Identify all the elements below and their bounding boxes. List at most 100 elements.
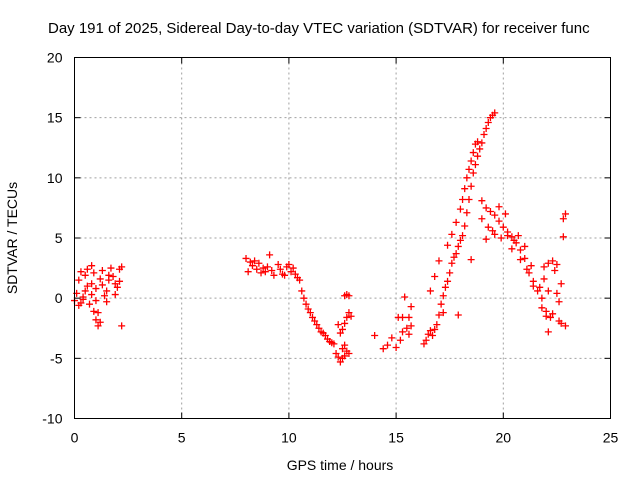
x-axis-label: GPS time / hours xyxy=(287,457,394,473)
series-early xyxy=(71,262,126,330)
data-point xyxy=(549,310,557,318)
chart-title: Day 191 of 2025, Sidereal Day-to-day VTE… xyxy=(48,20,590,37)
data-point xyxy=(261,268,269,276)
data-point xyxy=(431,273,439,281)
data-point xyxy=(96,275,104,283)
data-point xyxy=(439,292,447,300)
data-point xyxy=(431,325,439,333)
data-point xyxy=(489,227,497,235)
data-point xyxy=(257,269,265,277)
data-point xyxy=(448,259,456,267)
data-point xyxy=(446,269,454,277)
series-gap xyxy=(371,293,415,353)
data-point xyxy=(347,312,355,320)
data-point xyxy=(433,321,441,329)
data-point xyxy=(510,236,518,244)
data-point xyxy=(339,325,346,333)
data-point xyxy=(508,233,516,241)
data-point xyxy=(343,313,351,321)
y-tick-label: -10 xyxy=(42,411,62,427)
data-point xyxy=(469,169,477,177)
x-tick-label: 25 xyxy=(603,430,619,446)
data-point xyxy=(561,322,569,330)
data-point xyxy=(459,232,467,240)
x-tick-label: 10 xyxy=(281,430,297,446)
data-point xyxy=(456,205,464,213)
data-point xyxy=(341,292,349,300)
data-point xyxy=(504,232,512,240)
data-point xyxy=(405,330,413,338)
data-point xyxy=(529,277,537,285)
data-point xyxy=(467,157,475,165)
data-point xyxy=(544,328,552,336)
y-tick-label: 0 xyxy=(55,290,63,306)
data-point xyxy=(396,336,404,344)
data-point xyxy=(111,280,119,288)
data-point xyxy=(86,300,94,308)
data-point xyxy=(248,262,256,270)
data-point xyxy=(424,330,432,338)
data-point xyxy=(345,309,353,317)
series-afternoon xyxy=(478,197,552,336)
data-point xyxy=(561,210,569,218)
data-point xyxy=(399,328,407,336)
data-point xyxy=(497,234,505,242)
data-point xyxy=(341,319,349,327)
data-point xyxy=(482,204,490,212)
data-point xyxy=(118,322,126,330)
data-point xyxy=(94,322,102,330)
data-point xyxy=(339,345,346,353)
x-tick-label: 15 xyxy=(388,430,404,446)
data-point xyxy=(81,271,89,279)
grid xyxy=(74,57,611,419)
data-point xyxy=(98,281,106,289)
data-point xyxy=(266,251,274,259)
data-point xyxy=(435,311,443,319)
data-point xyxy=(103,298,111,306)
x-tick-labels: 0 5 10 15 20 25 xyxy=(71,430,619,446)
data-point xyxy=(246,258,254,266)
data-point xyxy=(371,331,379,339)
data-point xyxy=(516,246,524,254)
data-point xyxy=(253,265,261,273)
data-point xyxy=(315,324,323,332)
data-point xyxy=(540,263,548,271)
data-point xyxy=(444,277,452,285)
data-point xyxy=(450,253,458,261)
x-tick-label: 0 xyxy=(71,430,79,446)
y-axis-label: SDTVAR / TECUs xyxy=(4,182,20,294)
data-point xyxy=(499,223,507,231)
data-point xyxy=(448,230,456,238)
data-point xyxy=(88,291,96,299)
data-point xyxy=(521,254,529,262)
data-point xyxy=(463,174,471,182)
data-point xyxy=(379,345,387,353)
data-point xyxy=(444,241,452,249)
data-point xyxy=(544,287,552,295)
data-point xyxy=(341,352,349,360)
data-point xyxy=(542,307,550,315)
series-rise xyxy=(420,109,499,348)
data-point xyxy=(274,260,282,268)
data-point xyxy=(244,268,252,276)
data-point xyxy=(478,197,486,205)
data-point xyxy=(486,208,494,216)
data-point xyxy=(491,109,499,117)
data-point xyxy=(92,316,100,324)
data-point xyxy=(92,297,100,305)
data-point xyxy=(259,264,267,272)
data-point xyxy=(111,291,119,299)
data-point xyxy=(544,259,552,267)
data-point xyxy=(298,287,306,295)
data-point xyxy=(251,257,259,265)
data-point xyxy=(495,203,503,211)
data-point xyxy=(336,358,344,366)
x-tick-label: 5 xyxy=(178,430,186,446)
series-late xyxy=(536,210,569,330)
data-point xyxy=(538,304,546,312)
data-point xyxy=(291,270,299,278)
data-point xyxy=(549,257,557,265)
data-point xyxy=(495,217,503,225)
data-point xyxy=(546,313,554,321)
data-point xyxy=(103,287,111,295)
